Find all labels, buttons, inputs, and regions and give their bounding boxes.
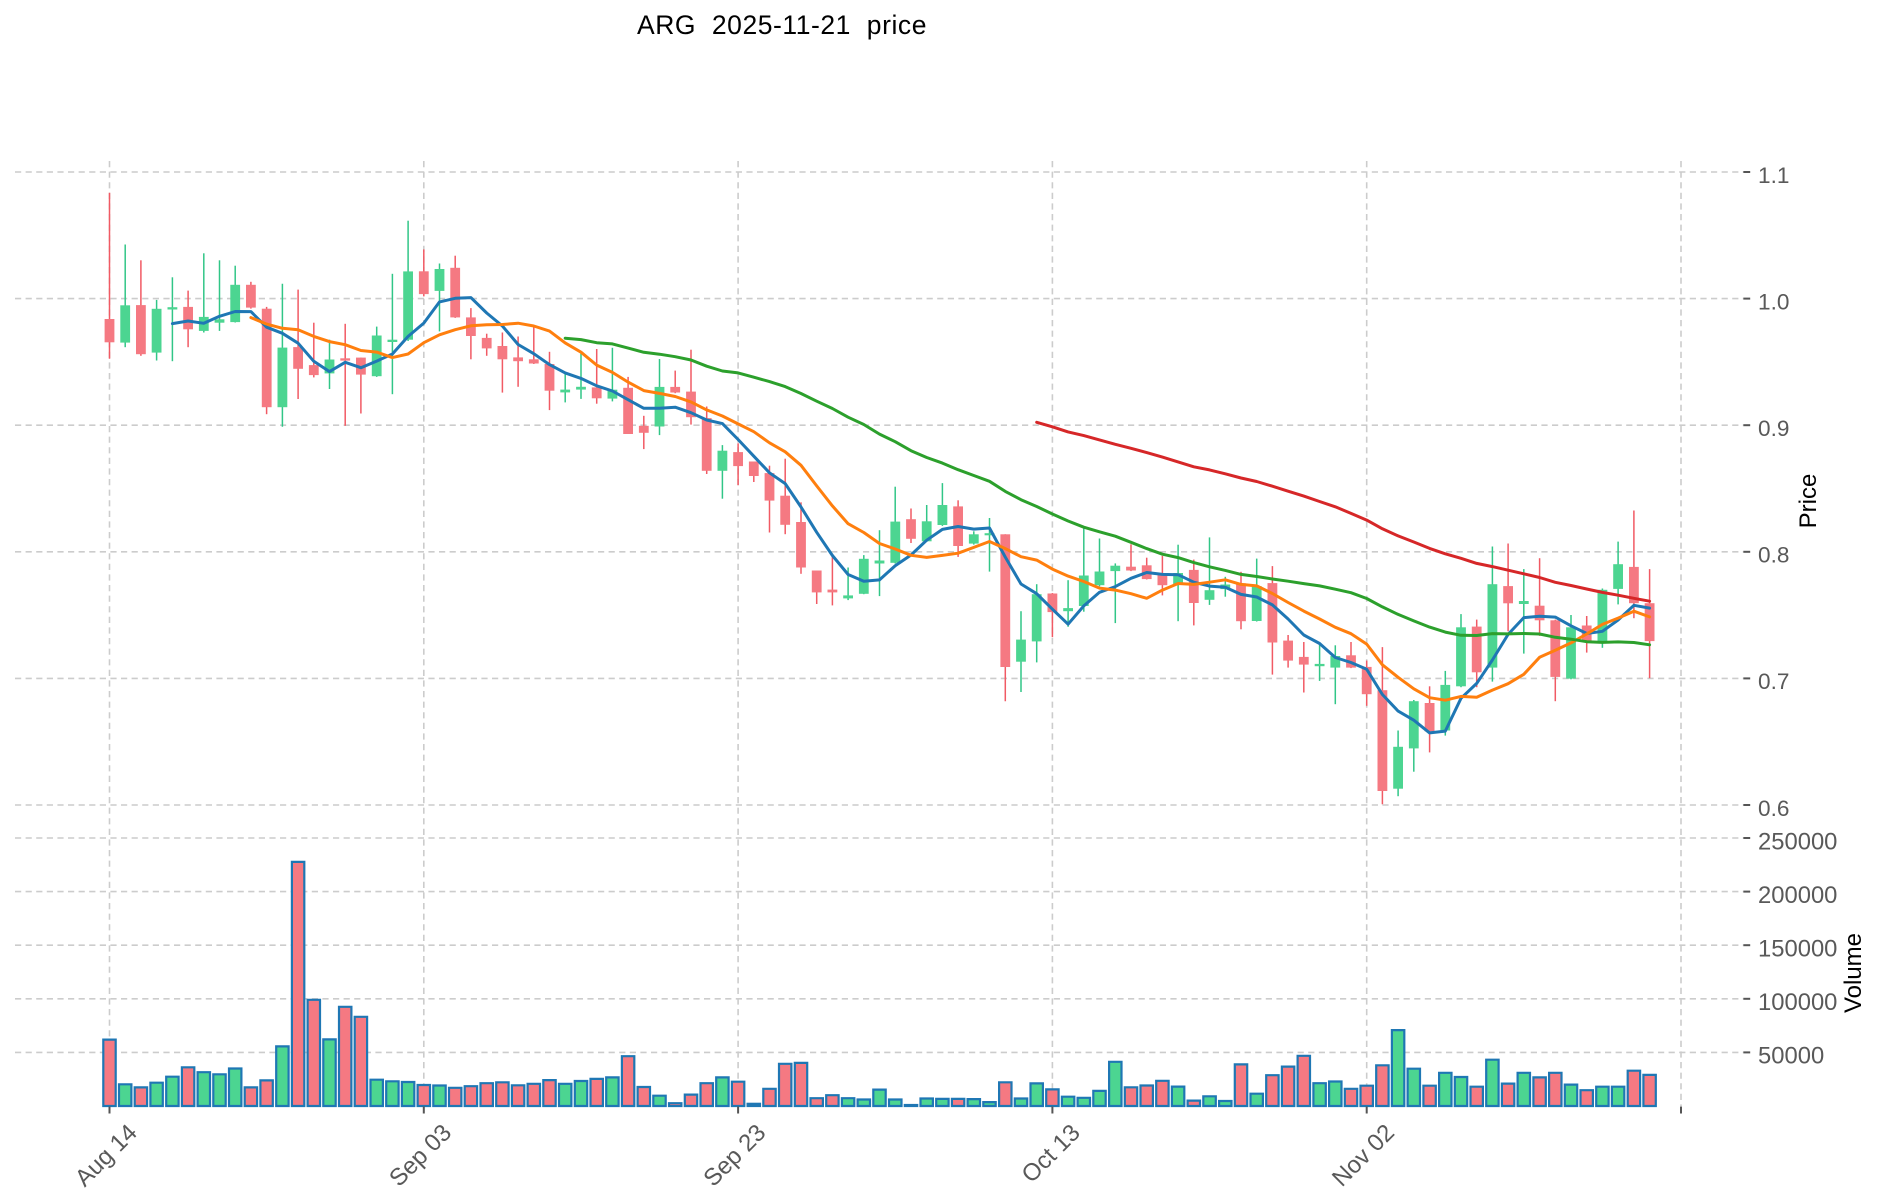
svg-text:0.7: 0.7 [1758, 669, 1789, 694]
svg-text:Volume: Volume [1840, 933, 1867, 1013]
svg-text:0.9: 0.9 [1758, 416, 1789, 441]
svg-text:250000: 250000 [1758, 828, 1837, 855]
svg-text:0.8: 0.8 [1758, 543, 1789, 568]
svg-text:1.0: 1.0 [1758, 289, 1789, 314]
svg-text:200000: 200000 [1758, 882, 1837, 909]
svg-text:1.1: 1.1 [1758, 163, 1789, 188]
svg-text:0.6: 0.6 [1758, 796, 1789, 821]
svg-text:100000: 100000 [1758, 989, 1837, 1016]
svg-text:Price: Price [1795, 474, 1822, 529]
svg-text:ARG 2025-11-21 price: ARG 2025-11-21 price [637, 10, 927, 40]
svg-text:50000: 50000 [1758, 1043, 1824, 1070]
svg-text:150000: 150000 [1758, 936, 1837, 963]
